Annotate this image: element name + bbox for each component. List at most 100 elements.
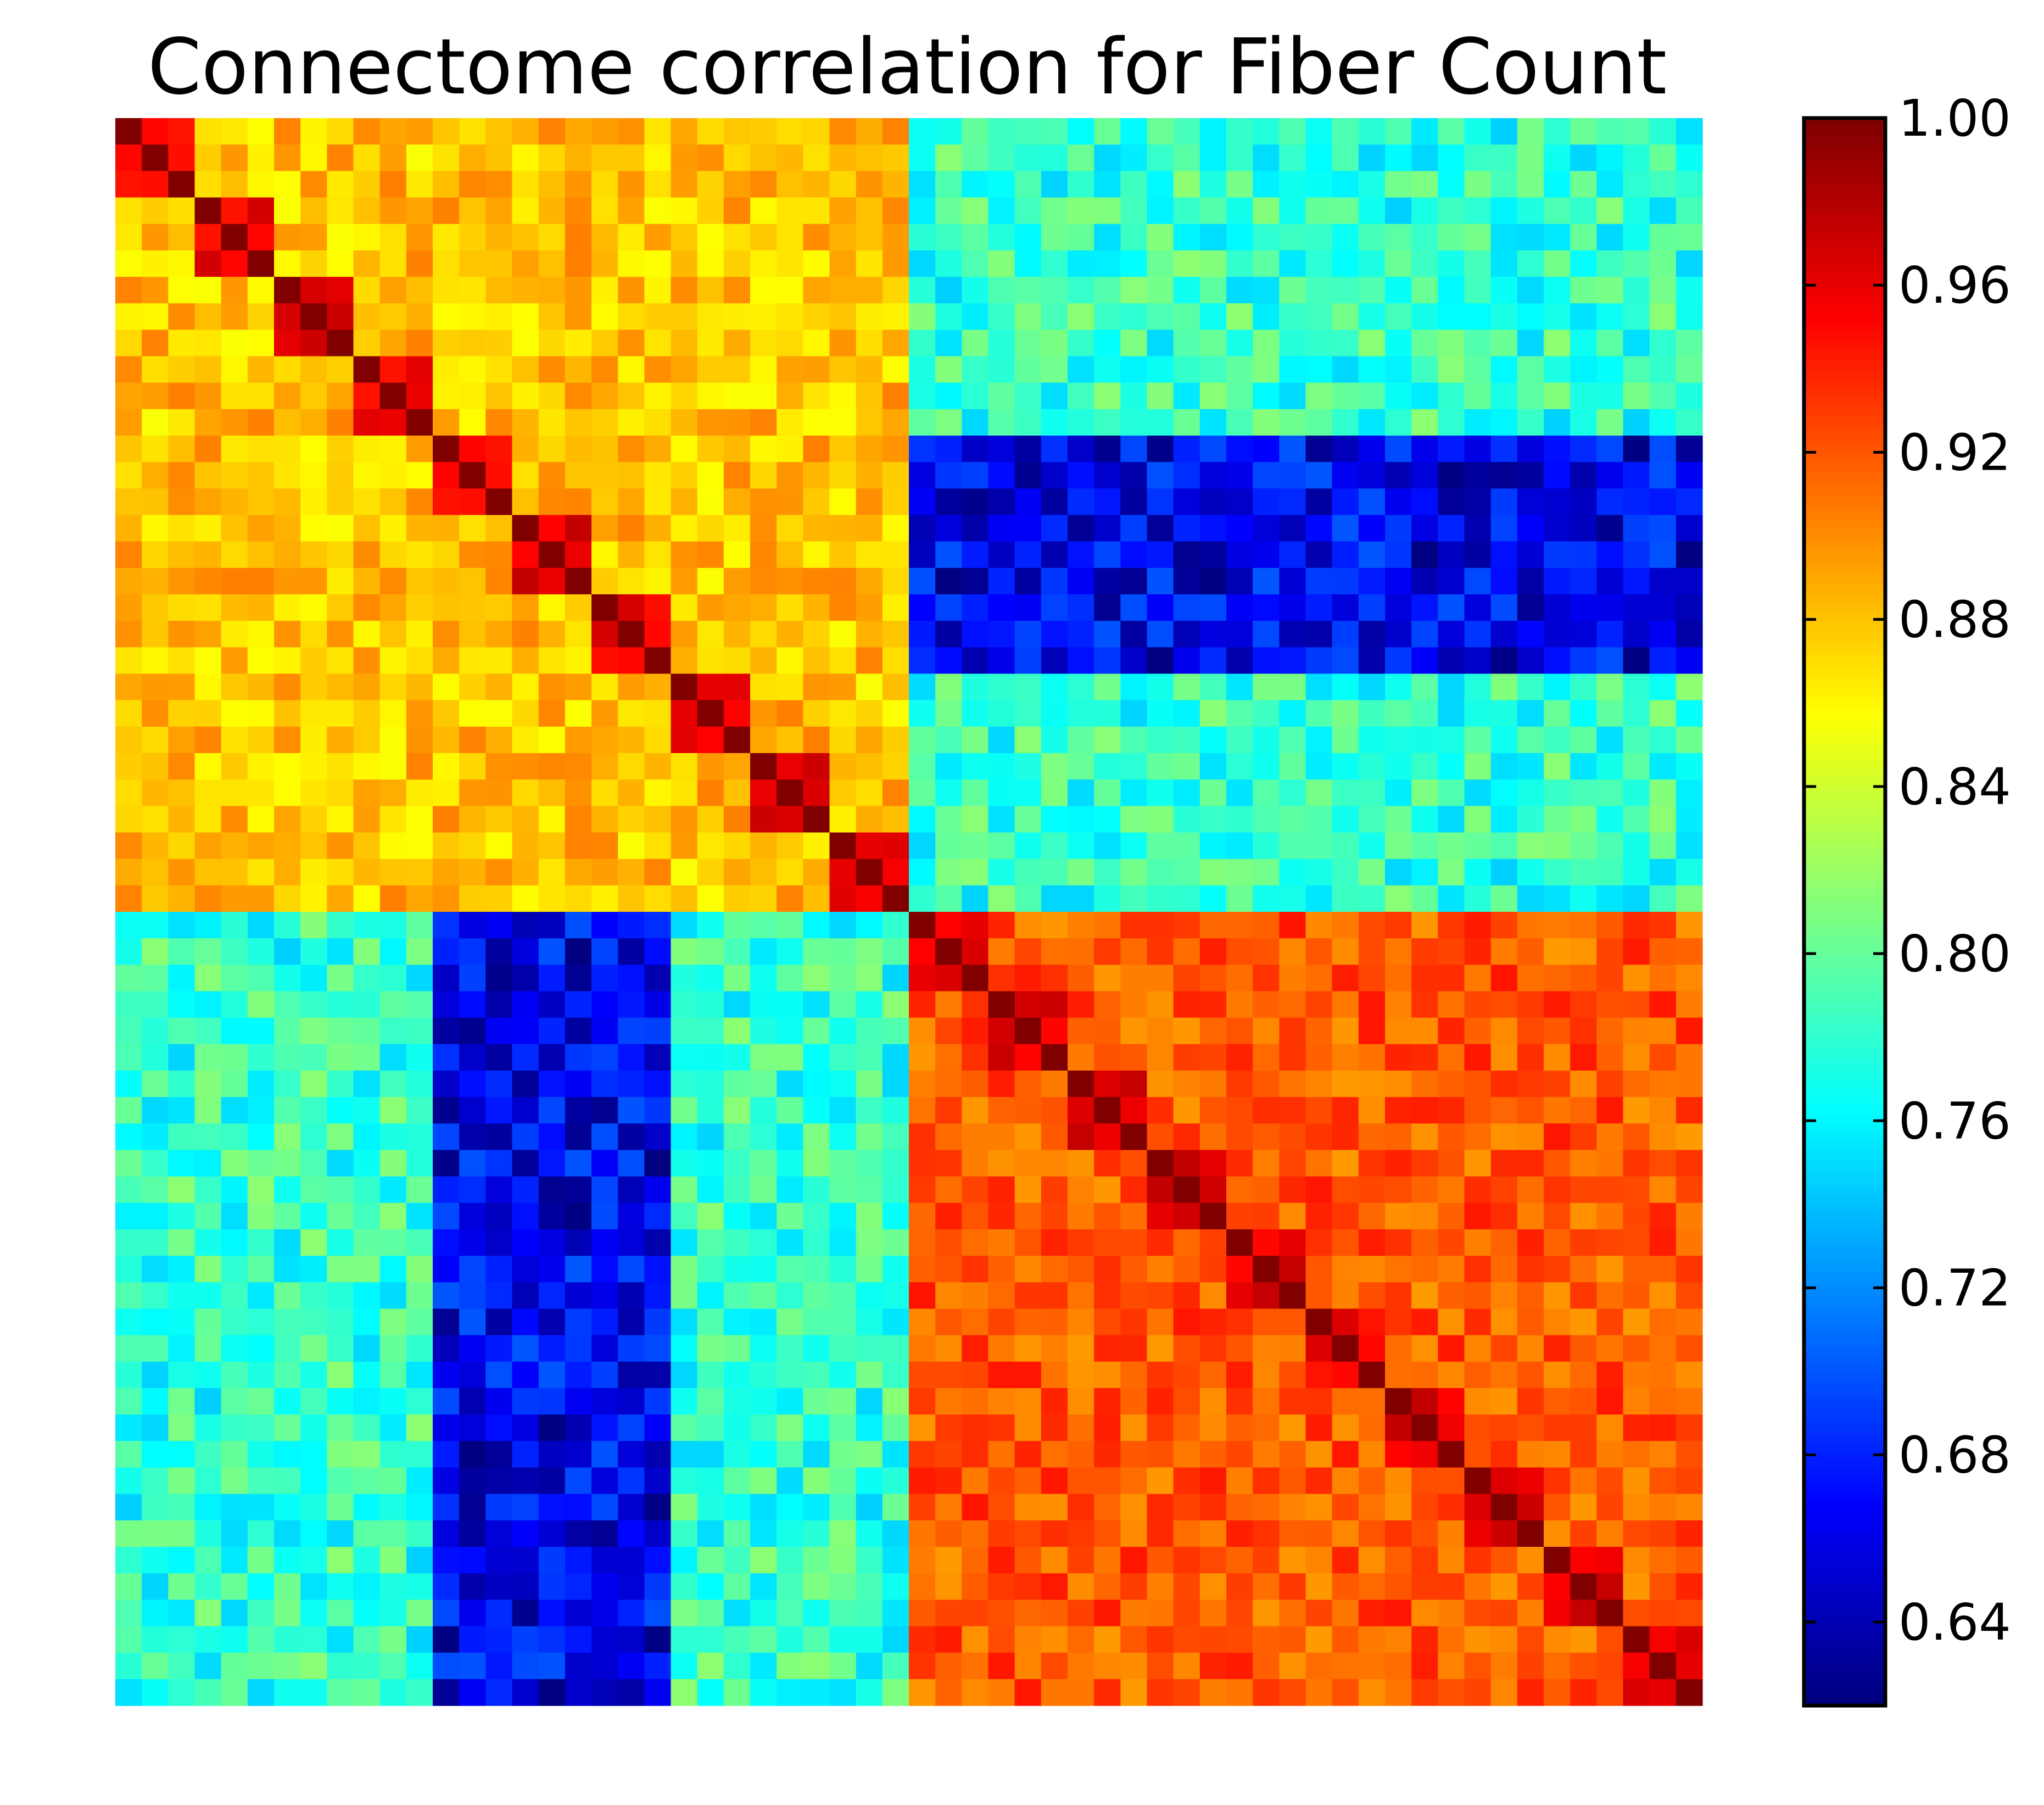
heatmap-cell <box>803 144 830 171</box>
heatmap-cell <box>194 726 222 754</box>
heatmap-cell <box>1544 859 1571 886</box>
heatmap-cell <box>221 330 248 357</box>
colorbar-segment <box>1804 441 1885 448</box>
heatmap-cell <box>142 1150 169 1177</box>
heatmap-cell <box>1332 1308 1359 1336</box>
heatmap-cell <box>909 1547 936 1574</box>
heatmap-cell <box>115 1044 142 1071</box>
heatmap-cell <box>1544 1388 1571 1415</box>
heatmap-cell <box>803 991 830 1018</box>
heatmap-cell <box>379 726 407 754</box>
heatmap-cell <box>300 1441 327 1468</box>
heatmap-cell <box>988 1017 1015 1045</box>
heatmap-cell <box>406 726 433 754</box>
heatmap-cell <box>379 330 407 357</box>
heatmap-cell <box>1253 144 1280 171</box>
heatmap-cell <box>935 753 962 780</box>
heatmap-cell <box>1279 436 1306 463</box>
heatmap-cell <box>221 224 248 251</box>
colorbar-segment <box>1804 552 1885 559</box>
heatmap-cell <box>935 356 962 383</box>
heatmap-cell <box>433 1097 460 1124</box>
heatmap-cell <box>909 541 936 569</box>
heatmap-cell <box>565 1679 592 1706</box>
heatmap-cell <box>618 462 645 489</box>
heatmap-cell <box>433 673 460 701</box>
heatmap-cell <box>1305 1361 1333 1389</box>
heatmap-cell <box>168 1202 196 1230</box>
heatmap-cell <box>1544 515 1571 542</box>
heatmap-cell <box>909 144 936 171</box>
heatmap-cell <box>644 118 672 145</box>
heatmap-cell <box>1068 330 1094 357</box>
heatmap-cell <box>1147 1071 1174 1098</box>
heatmap-cell <box>644 1308 672 1336</box>
heatmap-cell <box>962 541 989 569</box>
heatmap-cell <box>1094 1202 1121 1230</box>
heatmap-cell <box>538 647 566 675</box>
heatmap-cell <box>327 753 354 780</box>
heatmap-cell <box>644 1335 672 1362</box>
heatmap-cell <box>565 1626 592 1653</box>
heatmap-cell <box>1676 1202 1703 1230</box>
heatmap-cell <box>327 594 354 621</box>
heatmap-cell <box>909 1176 936 1204</box>
heatmap-cell <box>221 700 248 727</box>
heatmap-cell <box>697 1097 724 1124</box>
heatmap-cell <box>1411 1441 1438 1468</box>
heatmap-cell <box>1464 832 1492 860</box>
heatmap-cell <box>1676 1256 1703 1283</box>
heatmap-cell <box>300 1679 327 1706</box>
heatmap-cell <box>247 594 275 621</box>
heatmap-cell <box>406 621 433 648</box>
heatmap-cell <box>723 806 751 833</box>
heatmap-cell <box>274 726 301 754</box>
heatmap-cell <box>142 197 169 225</box>
colorbar-segment <box>1804 260 1885 268</box>
heatmap-cell <box>1120 885 1148 912</box>
heatmap-cell <box>962 250 989 277</box>
heatmap-cell <box>142 250 169 277</box>
heatmap-cell <box>777 171 803 198</box>
heatmap-cell <box>1173 1361 1200 1389</box>
heatmap-cell <box>1041 1573 1068 1600</box>
heatmap-cell <box>1120 1626 1148 1653</box>
heatmap-cell <box>327 224 354 251</box>
heatmap-cell <box>485 1679 513 1706</box>
heatmap-cell <box>1226 1652 1253 1680</box>
heatmap-cell <box>1438 144 1465 171</box>
heatmap-cell <box>882 224 909 251</box>
heatmap-cell <box>1014 1414 1042 1441</box>
heatmap-cell <box>274 859 301 886</box>
heatmap-cell <box>538 1202 566 1230</box>
heatmap-cell <box>1570 726 1597 754</box>
colorbar-segment <box>1804 899 1885 906</box>
heatmap-cell <box>618 409 645 436</box>
heatmap-cell <box>1411 965 1438 992</box>
heatmap-cell <box>1147 118 1174 145</box>
heatmap-cell <box>1332 1626 1359 1653</box>
heatmap-cell <box>1120 1361 1148 1389</box>
heatmap-cell <box>750 1388 777 1415</box>
heatmap-cell <box>856 912 883 939</box>
heatmap-cell <box>750 621 777 648</box>
heatmap-cell <box>353 1679 381 1706</box>
heatmap-cell <box>1332 224 1359 251</box>
heatmap-cell <box>194 1547 222 1574</box>
heatmap-cell <box>1411 1202 1438 1230</box>
heatmap-cell <box>1385 1494 1412 1521</box>
heatmap-cell <box>142 1361 169 1389</box>
colorbar-segment <box>1804 1637 1885 1644</box>
heatmap-cell <box>1120 250 1148 277</box>
heatmap-cell <box>1226 488 1253 516</box>
heatmap-cell <box>1649 1626 1677 1653</box>
heatmap-cell <box>1464 1679 1492 1706</box>
heatmap-cell <box>247 1229 275 1256</box>
heatmap-cell <box>459 1547 486 1574</box>
heatmap-cell <box>1120 1017 1148 1045</box>
heatmap-cell <box>1173 118 1200 145</box>
heatmap-cell <box>1014 859 1042 886</box>
heatmap-cell <box>274 277 301 304</box>
heatmap-cell <box>777 965 803 992</box>
heatmap-cell <box>194 1573 222 1600</box>
